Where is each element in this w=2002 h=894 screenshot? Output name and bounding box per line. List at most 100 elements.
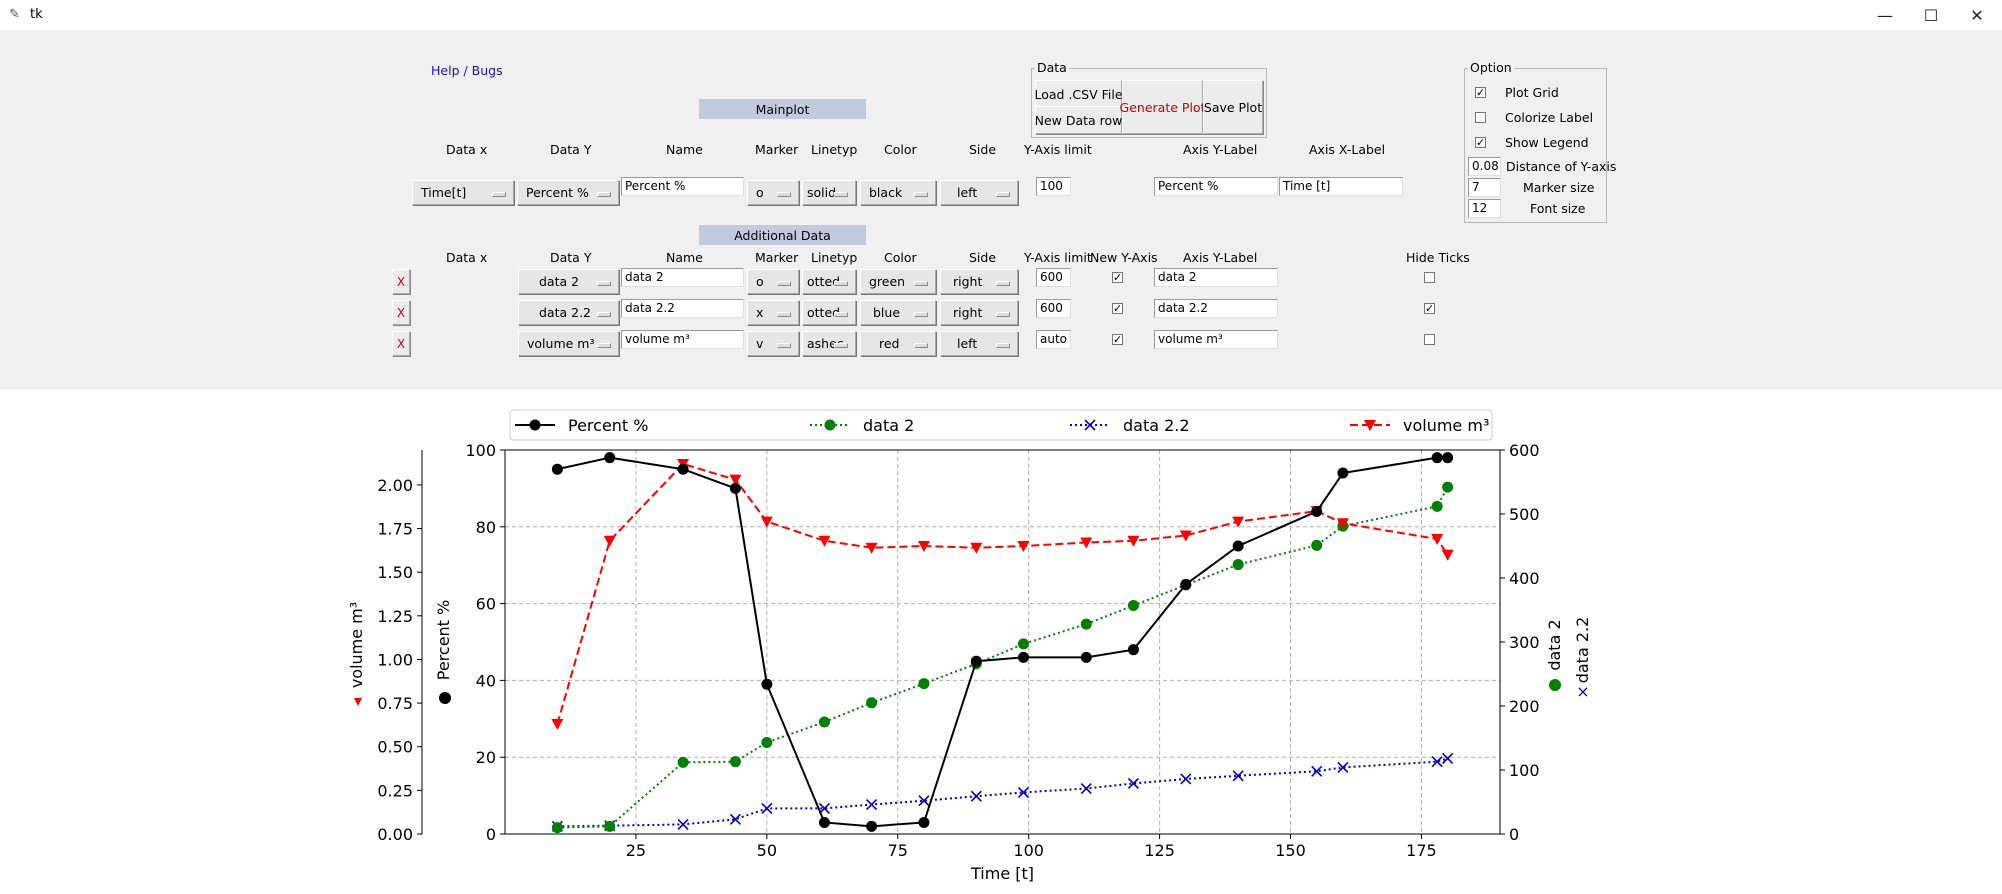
generate-plot-button[interactable]: Generate Plot xyxy=(1120,80,1205,134)
save-plot-button[interactable]: Save Plot xyxy=(1203,80,1263,134)
mainplot-header-side: Side xyxy=(969,142,997,157)
row-data-y-value: data 2.2 xyxy=(539,305,592,320)
row-linetype-menu[interactable]: otted xyxy=(802,269,856,294)
data-point xyxy=(918,795,930,807)
mainplot-xlabel-input[interactable]: Time [t] xyxy=(1279,177,1403,196)
series-line xyxy=(557,456,1448,828)
chart-series xyxy=(551,452,1454,834)
mainplot-data-x-menu[interactable]: Time[t] xyxy=(412,180,514,205)
window-titlebar: ✎ tk — ☐ ✕ xyxy=(0,0,2002,30)
remove-row-button[interactable]: X xyxy=(392,331,410,356)
row-name-input[interactable]: data 2 xyxy=(621,268,744,287)
mainplot-data-x-value: Time[t] xyxy=(421,185,467,200)
row-new-axis-checkbox[interactable]: ✓ xyxy=(1112,271,1123,284)
row-marker-menu[interactable]: v xyxy=(747,331,799,356)
dropdown-indicator-icon xyxy=(492,192,506,197)
row-hide-ticks-checkbox[interactable]: ✓ xyxy=(1424,302,1435,315)
row-side-value: left xyxy=(957,336,978,351)
row-data-y-menu[interactable]: volume m³ xyxy=(518,331,619,356)
row-color-menu[interactable]: green xyxy=(860,269,936,294)
plot-canvas: 25 50 75 100 125 150 175 Time [t] 0 20 40 60 80 100 Pe… xyxy=(347,409,1592,883)
legend-marker xyxy=(1084,419,1096,431)
plot-grid-checkbox[interactable]: ✓ xyxy=(1475,86,1486,99)
mainplot-header-linetype: Linetyp xyxy=(811,142,858,157)
maximize-button[interactable]: ☐ xyxy=(1923,5,1939,25)
row-new-axis-checkbox[interactable]: ✓ xyxy=(1112,333,1123,346)
mainplot-data-y-menu[interactable]: Percent % xyxy=(517,180,619,205)
data-point xyxy=(918,678,930,690)
row-side-value: right xyxy=(953,274,983,289)
y-outer-tick-label: 1.50 xyxy=(377,563,413,582)
y-outer-tick-label: 0.25 xyxy=(377,781,413,800)
mainplot-color-menu[interactable]: black xyxy=(860,180,936,205)
font-size-input[interactable]: 12 xyxy=(1468,199,1501,218)
row-ylabel-input[interactable]: data 2.2 xyxy=(1154,299,1278,318)
data-point xyxy=(865,542,878,554)
row-color-value: green xyxy=(869,274,906,289)
row-ylabel-input[interactable]: volume m³ xyxy=(1154,330,1278,349)
data-point xyxy=(1431,534,1444,546)
distance-y-input[interactable]: 0.08 xyxy=(1468,157,1501,176)
x-tick-label: 25 xyxy=(626,841,646,860)
row-side-menu[interactable]: right xyxy=(940,300,1018,325)
data-point xyxy=(1179,530,1192,542)
data-point xyxy=(1017,651,1029,663)
mainplot-marker-menu[interactable]: o xyxy=(747,180,799,205)
show-legend-checkbox[interactable]: ✓ xyxy=(1475,136,1486,149)
data-point xyxy=(551,822,563,834)
y-right-axis-label-data2: data 2 xyxy=(1545,619,1564,670)
x-tick-label: 100 xyxy=(1013,841,1044,860)
dropdown-indicator-icon xyxy=(777,343,791,348)
row-color-menu[interactable]: blue xyxy=(860,300,936,325)
mainplot-ylabel-input[interactable]: Percent % xyxy=(1154,177,1278,196)
mainplot-name-input[interactable]: Percent % xyxy=(621,177,744,196)
additional-header-color: Color xyxy=(884,250,917,265)
help-bugs-link[interactable]: Help / Bugs xyxy=(431,63,503,78)
load-csv-button[interactable]: Load .CSV File xyxy=(1034,80,1123,108)
row-hide-ticks-checkbox[interactable] xyxy=(1424,272,1435,283)
dropdown-indicator-icon xyxy=(777,192,791,197)
y-outer-tick-label: 1.75 xyxy=(377,520,413,539)
data-point xyxy=(1080,618,1092,630)
data-point xyxy=(1431,756,1443,768)
marker-size-input[interactable]: 7 xyxy=(1468,178,1501,197)
y-outer-tick-label: 2.00 xyxy=(377,476,413,495)
close-button[interactable]: ✕ xyxy=(1970,5,1984,25)
row-side-menu[interactable]: left xyxy=(940,331,1018,356)
mainplot-linetype-menu[interactable]: solid xyxy=(802,180,856,205)
minimize-button[interactable]: — xyxy=(1877,5,1893,25)
series-percent- xyxy=(551,452,1454,832)
row-marker-menu[interactable]: o xyxy=(747,269,799,294)
row-ylimit-input[interactable]: 600 xyxy=(1036,299,1071,318)
y-right-tick-label: 500 xyxy=(1509,505,1540,524)
row-new-axis-checkbox[interactable]: ✓ xyxy=(1112,302,1123,315)
row-ylimit-input[interactable]: 600 xyxy=(1036,268,1071,287)
mainplot-ylimit-input[interactable]: 100 xyxy=(1036,177,1071,196)
row-side-menu[interactable]: right xyxy=(940,269,1018,294)
marker-size-label: Marker size xyxy=(1523,180,1595,195)
row-color-menu[interactable]: red xyxy=(860,331,936,356)
additional-header-ylabel: Axis Y-Label xyxy=(1183,250,1258,265)
new-data-row-button[interactable]: New Data row xyxy=(1035,106,1122,134)
remove-row-button[interactable]: X xyxy=(392,300,410,325)
row-name-input[interactable]: volume m³ xyxy=(621,330,744,349)
row-data-y-menu[interactable]: data 2 xyxy=(518,269,619,294)
mainplot-side-menu[interactable]: left xyxy=(940,180,1018,205)
mainplot-color-value: black xyxy=(869,185,903,200)
row-marker-value: v xyxy=(756,336,764,351)
row-marker-menu[interactable]: x xyxy=(747,300,799,325)
colorize-label-checkbox[interactable] xyxy=(1475,112,1486,123)
y-right-tick-label: 300 xyxy=(1509,633,1540,652)
data-point xyxy=(761,678,773,690)
row-linetype-menu[interactable]: ashec xyxy=(802,331,856,356)
row-hide-ticks-checkbox[interactable] xyxy=(1424,334,1435,345)
row-data-y-menu[interactable]: data 2.2 xyxy=(518,300,619,325)
dropdown-indicator-icon xyxy=(834,281,848,286)
row-ylabel-input[interactable]: data 2 xyxy=(1154,268,1278,287)
row-ylimit-input[interactable]: auto xyxy=(1036,330,1071,349)
data-point xyxy=(604,452,616,464)
row-name-input[interactable]: data 2.2 xyxy=(621,299,744,318)
font-size-label: Font size xyxy=(1530,201,1586,216)
remove-row-button[interactable]: X xyxy=(392,269,410,294)
row-linetype-menu[interactable]: otted xyxy=(802,300,856,325)
